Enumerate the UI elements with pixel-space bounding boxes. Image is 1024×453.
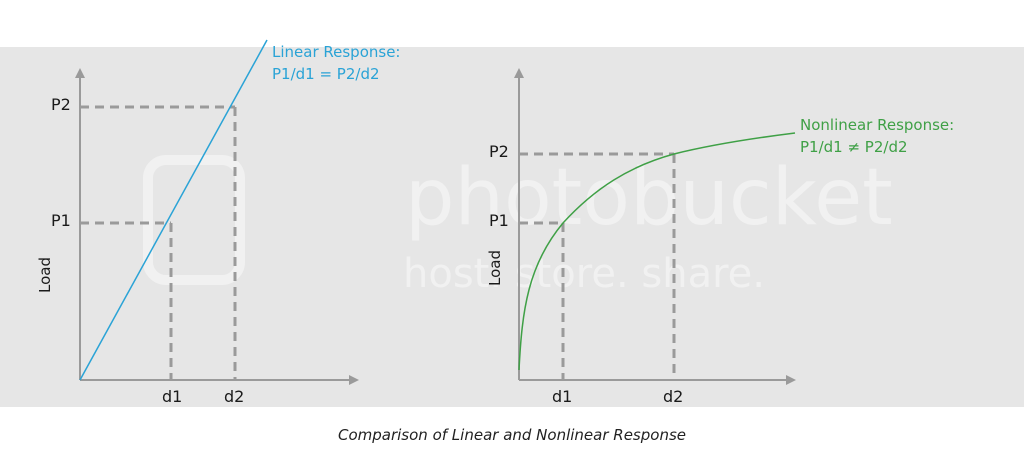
nonlinear-annotation-formula: P1/d1 ≠ P2/d2 bbox=[800, 138, 908, 156]
nonlinear-response-curve bbox=[518, 132, 796, 371]
figure-caption: Comparison of Linear and Nonlinear Respo… bbox=[338, 426, 686, 444]
right-d2-label: d2 bbox=[663, 387, 683, 406]
left-y-axis-label: Load bbox=[36, 257, 54, 293]
linear-annotation-title: Linear Response: bbox=[272, 43, 400, 61]
right-d1-label: d1 bbox=[552, 387, 572, 406]
left-chart: P2 P1 d1 d2 Load Linear Response: P1/d1 … bbox=[36, 39, 400, 406]
left-p1-label: P1 bbox=[51, 211, 71, 230]
watermark-logo-text: photobucket bbox=[405, 153, 893, 243]
linear-annotation-formula: P1/d1 = P2/d2 bbox=[272, 65, 380, 83]
linear-response-line bbox=[79, 39, 268, 381]
right-p2-label: P2 bbox=[489, 142, 509, 161]
watermark-tagline: host. store. share. bbox=[403, 251, 765, 297]
left-p2-label: P2 bbox=[51, 95, 71, 114]
nonlinear-annotation-title: Nonlinear Response: bbox=[800, 116, 954, 134]
right-p1-label: P1 bbox=[489, 211, 509, 230]
left-d2-label: d2 bbox=[224, 387, 244, 406]
right-chart: P2 P1 d1 d2 Load Nonlinear Response: P1/… bbox=[486, 68, 954, 406]
watermark-camera-icon bbox=[143, 155, 245, 285]
watermark: photobucket host. store. share. bbox=[143, 153, 893, 297]
left-d1-label: d1 bbox=[162, 387, 182, 406]
response-diagram: photobucket host. store. share. P2 P1 d1… bbox=[36, 39, 954, 406]
right-y-axis-label: Load bbox=[486, 250, 504, 286]
